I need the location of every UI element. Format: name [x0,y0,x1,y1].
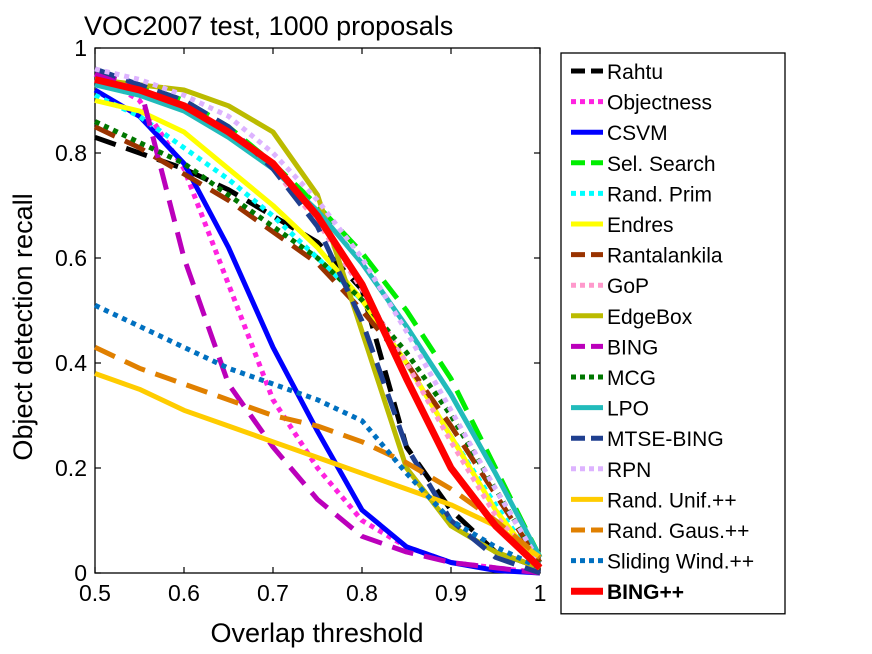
legend-label: Rand. Unif.++ [607,489,737,512]
y-tick-label: 0.2 [55,455,87,481]
legend-label: EdgeBox [607,306,693,329]
series-layer [93,66,543,576]
chart-title: VOC2007 test, 1000 proposals [84,11,453,41]
series-line-rpn [94,66,543,564]
series-line-rantalankila [93,124,543,564]
series-line-bing [94,76,543,571]
y-tick-label: 0 [74,560,87,586]
y-tick-label: 1 [74,35,87,61]
legend-label: Rantalankila [607,245,723,268]
x-axis-label: Overlap threshold [210,618,423,648]
x-tick-label: 0.5 [79,580,111,606]
x-tick-label: 0.7 [257,580,289,606]
x-tick-label: 0.6 [168,580,200,606]
y-tick-label: 0.6 [55,245,87,271]
legend-box [560,52,786,615]
legend-label: MCG [607,367,656,390]
series-line-mcg [93,119,543,564]
axes: 0.5 0.6 0.7 0.8 0.9 1 0 0.2 0.4 0.6 0.8 1 [55,35,546,606]
legend-label: CSVM [607,122,668,145]
series-line-mtse-bing [94,66,541,576]
series-line-rand-unif [94,371,542,560]
legend-label: Endres [607,214,674,237]
legend-label: Sliding Wind.++ [607,551,754,574]
series-line-endres [94,98,542,570]
x-tick-label: 0.8 [346,580,378,606]
x-tick-label: 1 [534,580,547,606]
y-tick-label: 0.4 [55,350,87,376]
legend-label: Rand. Gaus.++ [607,520,749,543]
legend-label: BING [607,336,658,359]
legend-label: RPN [607,459,651,482]
legend-label: MTSE-BING [607,428,724,451]
legend-label: Objectness [607,92,712,115]
series-line-rand-gaus [93,345,542,560]
x-tick-label: 0.9 [435,580,467,606]
y-axis-label: Object detection recall [8,193,38,460]
series-line-bing [94,71,541,576]
legend-label: Rahtu [607,61,663,84]
plot-frame [94,47,541,574]
legend-label: LPO [607,398,649,421]
legend-label: Sel. Search [607,153,716,176]
series-line-edgebox [94,77,541,571]
legend-label: BING++ [607,581,684,604]
legend-label: GoP [607,275,649,298]
series-line-sliding-wind [93,303,542,571]
legend: Rahtu Objectness CSVM Sel. Search Rand. Prim… [560,52,786,615]
y-tick-label: 0.8 [55,140,87,166]
legend-label: Rand. Prim [607,183,712,206]
